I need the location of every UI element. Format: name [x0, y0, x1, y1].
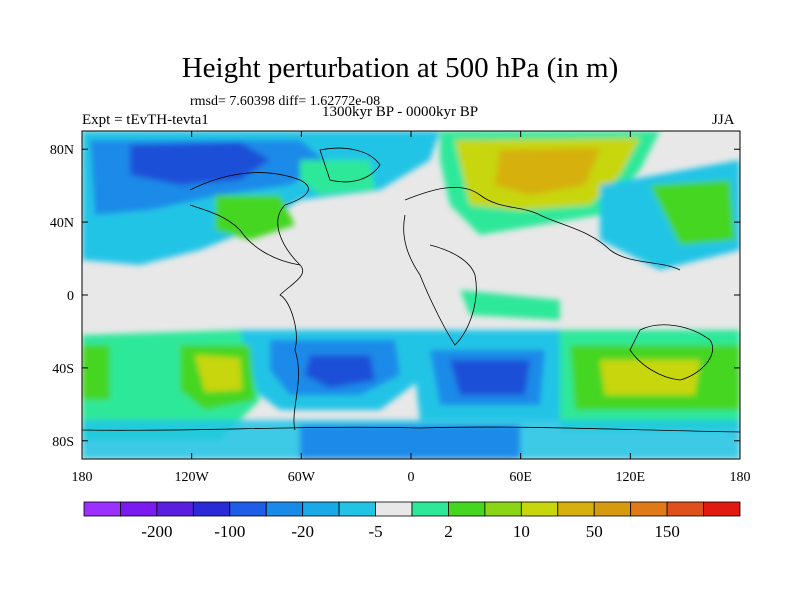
- colorbar-swatch: [666, 501, 704, 517]
- tropical-positive: [460, 290, 560, 320]
- lon-tick-label: 180: [730, 470, 751, 485]
- period-label: 1300kyr BP - 0000kyr BP: [322, 104, 479, 120]
- map-title: Height perturbation at 500 hPa (in m): [181, 52, 619, 84]
- colorbar-swatch: [448, 501, 486, 517]
- lat-tick-label: 40S: [52, 362, 74, 377]
- lat-tick-label: 80S: [52, 435, 74, 450]
- colorbar-swatch: [338, 501, 376, 517]
- australia-coast: [629, 324, 713, 381]
- contour-field: [82, 131, 740, 459]
- lon-tick-label: 120E: [616, 470, 646, 485]
- colorbar-label: -20: [291, 522, 314, 541]
- colorbar-swatch: [229, 501, 267, 517]
- colorbar-swatch: [630, 501, 668, 517]
- n-america-west-coast: [189, 204, 301, 266]
- lon-tick-label: 180: [72, 470, 93, 485]
- colorbar-label: 10: [513, 522, 530, 541]
- colorbar-swatch: [375, 501, 413, 517]
- colorbar-swatch: [411, 501, 449, 517]
- colorbar-swatch: [156, 501, 194, 517]
- greenland-coast: [319, 147, 381, 183]
- lat-tick-label: 0: [67, 289, 74, 304]
- colorbar-swatch: [265, 501, 304, 517]
- s-pacific-strong-positive: [195, 355, 242, 392]
- colorbar-label: -200: [141, 522, 172, 541]
- lon-tick-label: 60W: [288, 470, 316, 485]
- antarctic-moderate-negative: [300, 425, 520, 459]
- africa-coast: [403, 214, 477, 346]
- colorbar: [83, 501, 741, 517]
- stats-line: rmsd= 7.60398 diff= 1.62772e-08: [190, 94, 381, 109]
- s-atlantic-core: [305, 355, 375, 388]
- eurasia-coast: [404, 187, 681, 271]
- experiment-label: Expt = tEvTH-tevta1: [82, 112, 209, 128]
- colorbar-swatch: [593, 501, 632, 517]
- s-australia-strong-positive: [600, 360, 700, 395]
- colorbar-swatch: [520, 501, 559, 517]
- colorbar-swatch: [484, 501, 522, 517]
- lat-tick-label: 80N: [50, 143, 74, 158]
- lon-tick-label: 0: [408, 470, 415, 485]
- pacific-positive: [650, 180, 735, 245]
- greenland-positive: [300, 160, 375, 195]
- lon-tick-label: 60E: [509, 470, 532, 485]
- lon-tick-label: 120W: [175, 470, 210, 485]
- colorbar-labels: -200 -100 -20 -5 2 10 50 150: [141, 522, 680, 541]
- colorbar-label: 2: [444, 522, 453, 541]
- colorbar-label: 150: [654, 522, 680, 541]
- antarctica-coast: [82, 426, 740, 433]
- n-america-positive: [215, 195, 295, 240]
- s-indian-core: [450, 360, 530, 395]
- colorbar-swatch: [703, 501, 741, 517]
- dateline-positive: [82, 345, 110, 400]
- nh-strong-negative-core: [130, 142, 270, 185]
- colorbar-swatch: [83, 501, 121, 517]
- colorbar-swatch: [302, 501, 340, 517]
- lat-tick-label: 40N: [50, 216, 74, 231]
- eurasia-peak-positive: [495, 148, 600, 195]
- longitude-axis: 180 120W 60W 0 60E 120E 180: [72, 131, 751, 485]
- colorbar-label: -5: [368, 522, 382, 541]
- coastlines: [82, 147, 740, 433]
- colorbar-swatch: [557, 501, 595, 517]
- season-label: JJA: [712, 112, 735, 128]
- latitude-axis: 80N 40N 0 40S 80S: [50, 143, 740, 450]
- colorbar-swatch: [120, 501, 158, 517]
- colorbar-label: 50: [586, 522, 603, 541]
- colorbar-label: -100: [214, 522, 245, 541]
- colorbar-swatch: [192, 501, 231, 517]
